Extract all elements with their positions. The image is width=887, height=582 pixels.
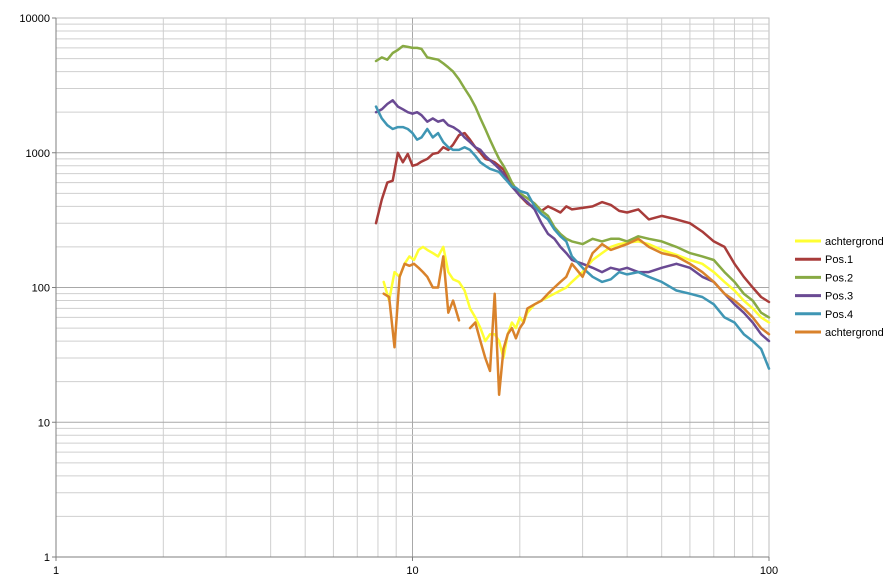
y-tick-label: 10000: [19, 13, 50, 25]
y-tick-label: 1000: [26, 148, 50, 160]
series-line-1: [382, 240, 771, 360]
axes: 1 10 100 1000 10000 1 10 100: [19, 13, 778, 577]
legend-label-1: achtergrond: [825, 236, 884, 248]
series-lines: [374, 44, 771, 396]
y-tick-label: 100: [32, 283, 50, 295]
x-tick-label: 1: [53, 565, 59, 577]
y-tick-label: 10: [38, 417, 50, 429]
legend-label-4: Pos.3: [825, 291, 853, 303]
y-tick-label: 1: [44, 552, 50, 564]
x-tick-label: 10: [406, 565, 418, 577]
series-line-6: [382, 237, 771, 396]
legend: achtergrond Pos.1 Pos.2 Pos.3 Pos.4 achtergro…: [795, 236, 884, 339]
legend-label-3: Pos.2: [825, 272, 853, 284]
legend-label-5: Pos.4: [825, 309, 853, 321]
series-line-4: [374, 99, 771, 343]
series-line-5: [374, 105, 771, 370]
x-tick-label: 100: [760, 565, 778, 577]
legend-label-6: achtergrond: [825, 327, 884, 339]
grid: [55, 17, 770, 558]
legend-label-2: Pos.1: [825, 254, 853, 266]
